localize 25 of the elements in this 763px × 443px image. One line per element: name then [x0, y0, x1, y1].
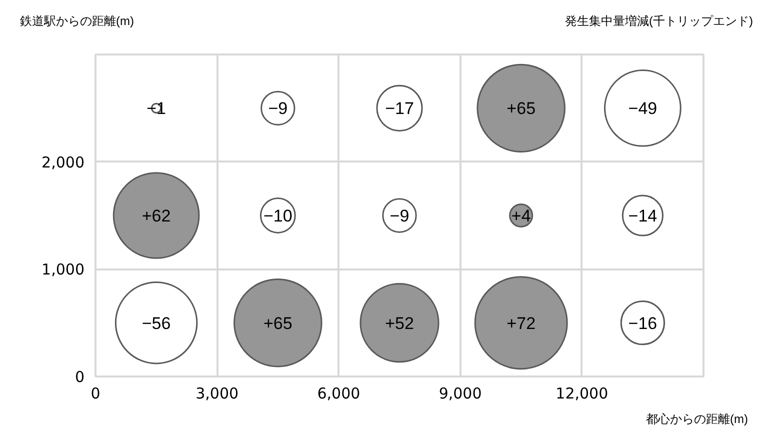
y-tick-label: 1,000 [42, 260, 85, 279]
annotation: −9 [268, 99, 288, 118]
annotation: +62 [142, 206, 171, 226]
chart-title: 発生集中量増減(千トリップエンド) [565, 13, 753, 30]
x-axis-title: 都心からの距離(m) [645, 411, 748, 428]
x-tick-label: 12,000 [556, 384, 608, 402]
x-tick-label: 9,000 [438, 384, 482, 402]
annotation: +65 [263, 314, 292, 333]
annotation: −56 [142, 314, 171, 333]
annotation: +72 [506, 314, 536, 333]
annotation: +65 [506, 99, 536, 118]
annotation: +52 [385, 314, 414, 333]
y-axis-title: 鉄道駅からの距離(m) [20, 13, 134, 30]
x-tick-label: 6,000 [317, 384, 360, 402]
x-tick-label: 0 [90, 384, 100, 402]
annotation: −9 [390, 206, 410, 226]
x-tick-label: 3,000 [196, 384, 239, 402]
annotation: −17 [385, 99, 414, 118]
annotation: −49 [628, 99, 658, 118]
annotation: −14 [628, 206, 658, 226]
annotation: +4 [511, 206, 531, 226]
annotation: −16 [628, 314, 658, 333]
y-tick-label: 2,000 [42, 153, 85, 172]
annotation: −10 [263, 206, 292, 226]
y-tick-label: 0 [74, 368, 85, 386]
